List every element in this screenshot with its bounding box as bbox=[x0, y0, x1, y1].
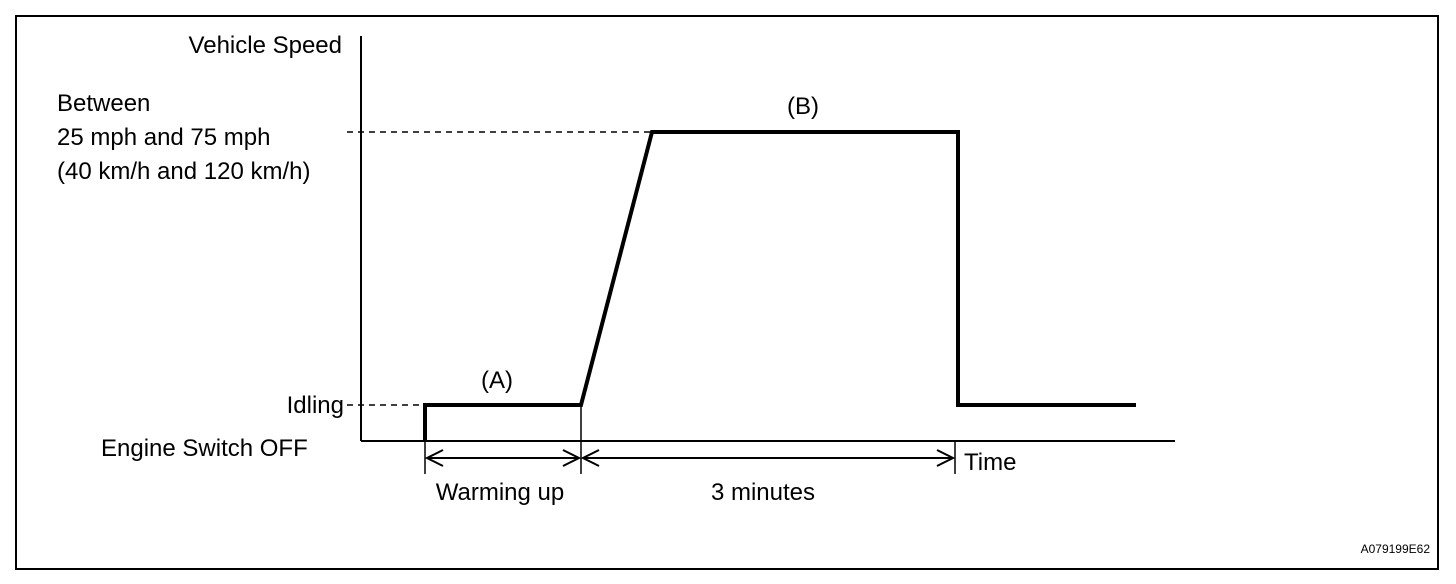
figure-id-label: A079199E62 bbox=[1361, 542, 1431, 556]
speed-profile-line bbox=[423, 130, 1136, 441]
warming-up-arrow-left-head bbox=[424, 449, 444, 467]
speed-range-line1: Between bbox=[57, 90, 150, 117]
diagram-frame bbox=[15, 15, 1439, 570]
engine-switch-off-label: Engine Switch OFF bbox=[101, 435, 308, 462]
warming-up-arrow-right-head bbox=[562, 449, 582, 467]
phase-b-label: (B) bbox=[787, 93, 819, 120]
three-minutes-label: 3 minutes bbox=[711, 479, 815, 506]
speed-range-line3: (40 km/h and 120 km/h) bbox=[57, 158, 310, 185]
three-minutes-arrow-right-head bbox=[936, 449, 956, 467]
warming-up-label: Warming up bbox=[436, 479, 564, 506]
speed-range-line2: 25 mph and 75 mph bbox=[57, 124, 270, 151]
y-axis-label: Vehicle Speed bbox=[189, 32, 342, 59]
time-label: Time bbox=[964, 449, 1016, 476]
three-minutes-arrow-left-head bbox=[580, 449, 600, 467]
idling-label: Idling bbox=[287, 392, 344, 419]
phase-a-label: (A) bbox=[481, 367, 513, 394]
